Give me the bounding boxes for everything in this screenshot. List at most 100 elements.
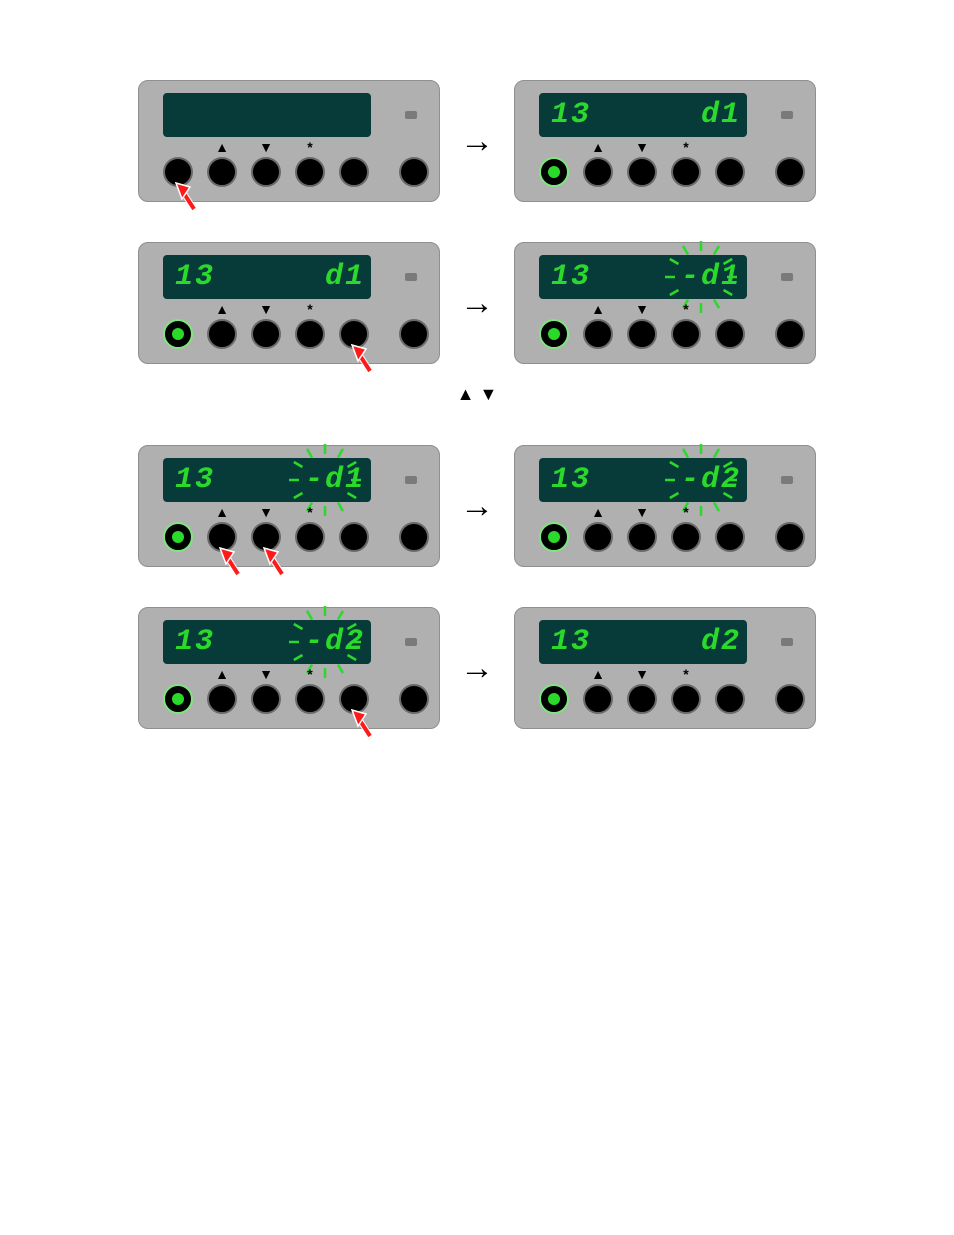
device-panel: 13-d1 ▲ ▼ * [138,445,440,567]
display-right-value: d1 [255,255,365,299]
up-button[interactable] [583,684,613,714]
star-button[interactable] [671,319,701,349]
lcd-display [163,93,371,137]
pointer-icon [172,179,200,213]
star-button[interactable] [671,522,701,552]
button-label: * [307,666,312,682]
power-button[interactable] [163,522,193,552]
pointer-icon [348,341,376,375]
star-button[interactable] [295,522,325,552]
lcd-display: 13 d2 [539,620,747,664]
star-button[interactable] [295,684,325,714]
power-button[interactable] [163,319,193,349]
status-indicator [781,476,793,484]
star-button[interactable] [295,157,325,187]
power-button[interactable] [539,319,569,349]
star-button[interactable] [295,319,325,349]
enter-button[interactable] [339,522,369,552]
button-label: * [683,301,688,317]
display-left-value: 13 [175,620,235,664]
aux-button[interactable] [775,684,805,714]
display-right-value: d2 [631,620,741,664]
star-button[interactable] [671,157,701,187]
display-left-value: 13 [551,620,611,664]
arrow-icon: → [460,487,494,526]
button-label: ▼ [635,504,649,520]
display-right-value: -d1 [631,255,741,299]
button-label: * [683,666,688,682]
down-button[interactable] [251,319,281,349]
aux-button[interactable] [399,684,429,714]
enter-button[interactable] [715,319,745,349]
button-label: ▲ [215,301,229,317]
device-panel: 13d2▲▼* [514,607,816,729]
up-button[interactable] [207,157,237,187]
up-button[interactable] [207,684,237,714]
button-label: ▼ [259,301,273,317]
star-button[interactable] [671,684,701,714]
button-label: ▲ [215,139,229,155]
button-label: ▲ [591,301,605,317]
down-button[interactable] [251,157,281,187]
down-button[interactable] [627,157,657,187]
button-label: ▼ [635,139,649,155]
down-button[interactable] [627,522,657,552]
button-label: * [683,139,688,155]
display-left-value: 13 [175,255,235,299]
down-button[interactable] [251,684,281,714]
aux-button[interactable] [399,522,429,552]
up-button[interactable] [583,522,613,552]
button-label: ▼ [635,666,649,682]
status-indicator [405,638,417,646]
enter-button[interactable] [715,684,745,714]
device-panel: 13d1▲▼* [514,80,816,202]
display-right-value: -d2 [631,458,741,502]
enter-button[interactable] [715,522,745,552]
power-button[interactable] [539,157,569,187]
up-button[interactable] [207,319,237,349]
aux-button[interactable] [399,319,429,349]
step-row: 13-d2▲▼*→13d2▲▼* [60,607,894,729]
lcd-display: 13-d1 [163,458,371,502]
device-panel: ▲▼* [138,80,440,202]
power-button[interactable] [539,522,569,552]
aux-button[interactable] [775,157,805,187]
button-label: * [307,504,312,520]
step-row: 13-d1 ▲ ▼ * → 13 -d2 ▲ ▼ * [60,445,894,567]
button-label: ▲ [215,504,229,520]
up-button[interactable] [583,319,613,349]
button-label: * [307,301,312,317]
button-label: ▲ [591,139,605,155]
lcd-display: 13 d1 [163,255,371,299]
lcd-display: 13-d2 [163,620,371,664]
page: ▲▼*→13d1▲▼*13d1▲▼*→13-d1▲▼*▲ ▼13-d1▲▼*→1… [0,0,954,787]
up-button[interactable] [583,157,613,187]
pointer-icon [216,544,244,578]
device-panel: 13-d2▲▼* [514,445,816,567]
enter-button[interactable] [339,157,369,187]
aux-button[interactable] [775,522,805,552]
button-label: ▼ [259,666,273,682]
status-indicator [781,273,793,281]
device-panel: 13-d2▲▼* [138,607,440,729]
display-right-value: d1 [631,93,741,137]
pointer-icon [260,544,288,578]
display-left-value: 13 [551,458,611,502]
device-panel: 13-d1▲▼* [514,242,816,364]
enter-button[interactable] [715,157,745,187]
status-indicator [405,476,417,484]
arrow-icon: → [460,122,494,161]
aux-button[interactable] [775,319,805,349]
power-button[interactable] [539,684,569,714]
mid-glyphs: ▲ ▼ [60,384,894,405]
down-button[interactable] [627,319,657,349]
status-indicator [405,273,417,281]
status-indicator [781,111,793,119]
down-button[interactable] [627,684,657,714]
aux-button[interactable] [399,157,429,187]
lcd-display: 13 -d2 [539,458,747,502]
step-row: ▲▼*→13d1▲▼* [60,80,894,202]
button-label: ▼ [259,139,273,155]
button-label: ▼ [259,504,273,520]
power-button[interactable] [163,684,193,714]
